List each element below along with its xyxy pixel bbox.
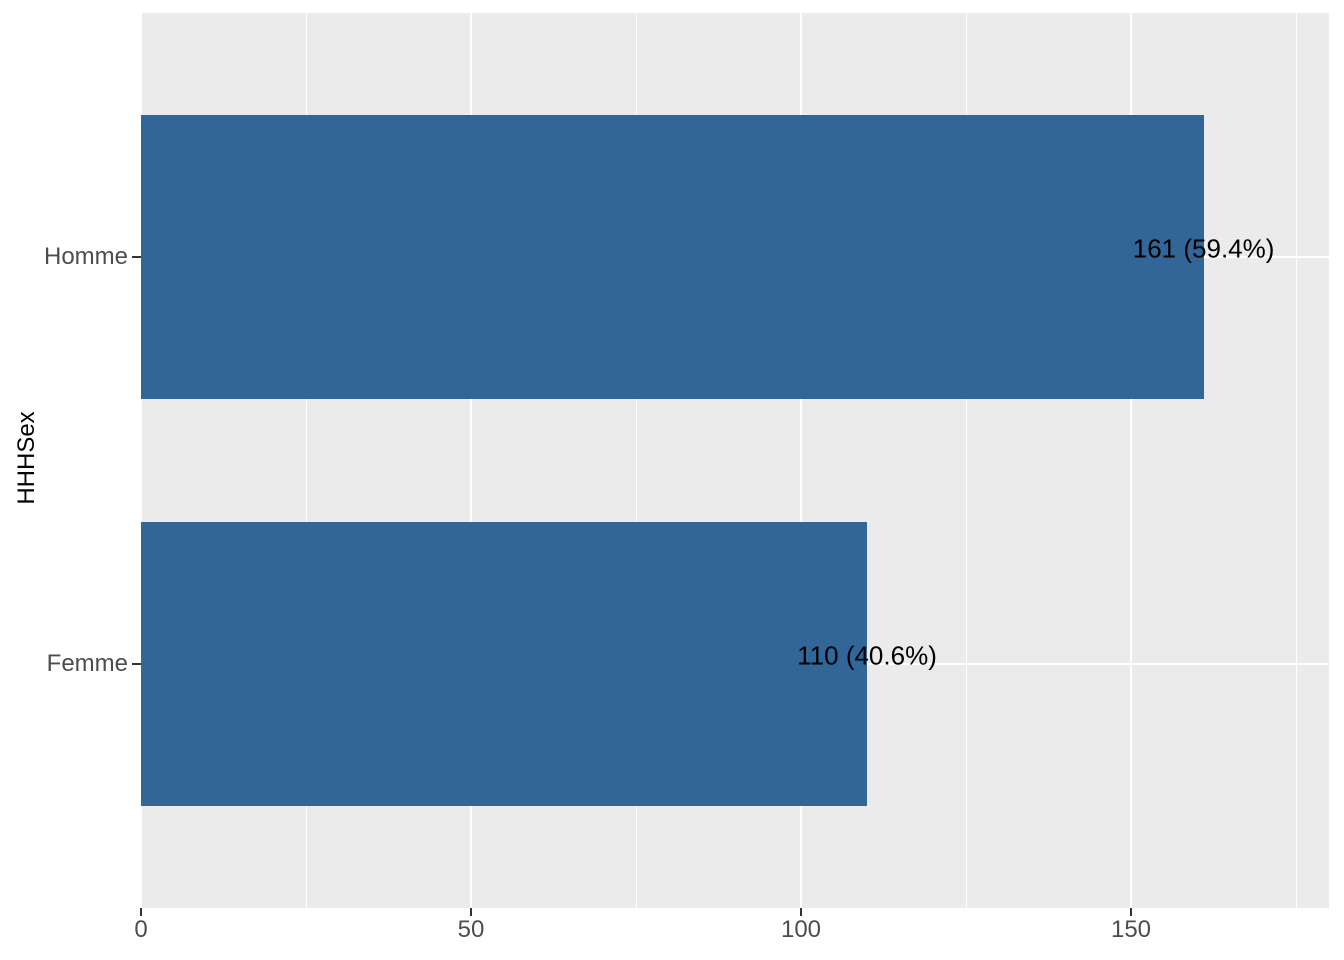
x-gridline-minor bbox=[1295, 13, 1297, 908]
x-tick-mark bbox=[470, 908, 472, 916]
y-tick-mark bbox=[132, 256, 141, 259]
bar-value-label: 110 (40.6%) bbox=[797, 640, 937, 671]
x-tick-mark bbox=[1130, 908, 1132, 916]
bar-femme bbox=[141, 521, 867, 807]
x-tick-label: 150 bbox=[1110, 916, 1152, 943]
bar-value-label: 161 (59.4%) bbox=[1132, 233, 1275, 264]
y-axis-title: HHHSex bbox=[13, 411, 40, 505]
x-tick-mark bbox=[140, 908, 142, 916]
x-gridline-minor bbox=[635, 13, 637, 908]
y-tick-label: Homme bbox=[43, 243, 128, 271]
bar-homme bbox=[141, 114, 1204, 400]
y-tick-label: Femme bbox=[46, 649, 128, 677]
plot-panel bbox=[141, 13, 1329, 908]
x-gridline-minor bbox=[965, 13, 967, 908]
x-gridline-major bbox=[141, 13, 142, 908]
x-tick-label: 0 bbox=[134, 916, 148, 943]
x-gridline-major bbox=[1130, 13, 1132, 908]
x-gridline-minor bbox=[305, 13, 307, 908]
x-gridline-major bbox=[470, 13, 472, 908]
x-tick-label: 50 bbox=[457, 916, 485, 943]
x-gridline-major bbox=[800, 13, 802, 908]
y-tick-mark bbox=[132, 662, 141, 665]
x-tick-label: 100 bbox=[780, 916, 822, 943]
x-tick-mark bbox=[800, 908, 802, 916]
